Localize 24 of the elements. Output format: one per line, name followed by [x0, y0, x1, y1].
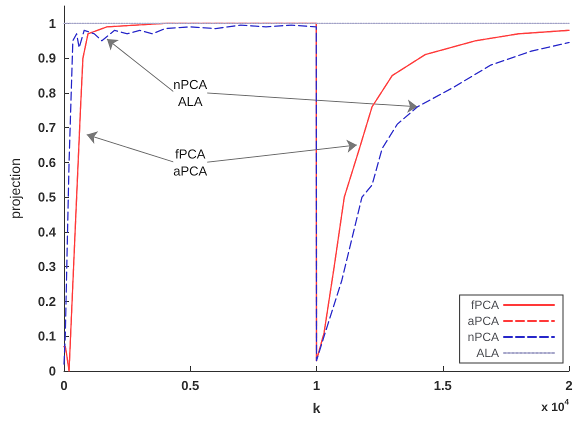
- annotation: fPCA aPCA: [173, 146, 208, 178]
- legend-label: fPCA: [470, 298, 499, 312]
- x-tick-label: 1.5: [434, 378, 452, 393]
- x-tick-label: 2: [565, 378, 573, 393]
- y-tick-label: 0.8: [38, 85, 56, 100]
- y-tick-label: 0.7: [38, 120, 56, 136]
- y-tick-label: 0.5: [38, 190, 56, 205]
- y-tick-label: 0.4: [38, 224, 57, 240]
- legend-label: nPCA: [468, 330, 499, 344]
- y-tick-label: 0.3: [38, 259, 56, 274]
- y-tick-label: 0.2: [38, 294, 56, 309]
- annotation: nPCA ALA: [173, 76, 208, 109]
- y-tick-label: 0.6: [38, 154, 56, 170]
- y-tick-label: 1: [48, 16, 56, 31]
- x-axis-title: k: [312, 400, 321, 416]
- legend-label: ALA: [476, 346, 499, 360]
- y-tick-label: 0.1: [38, 328, 56, 344]
- legend-label: aPCA: [468, 314, 499, 328]
- y-tick-label: 0.9: [38, 50, 56, 66]
- y-tick-label: 0: [48, 364, 56, 378]
- x-tick-label: 0.5: [181, 378, 200, 393]
- x-tick-label: 1: [312, 378, 320, 393]
- x-tick-label: 0: [60, 378, 68, 393]
- y-axis-title: projection: [7, 158, 23, 219]
